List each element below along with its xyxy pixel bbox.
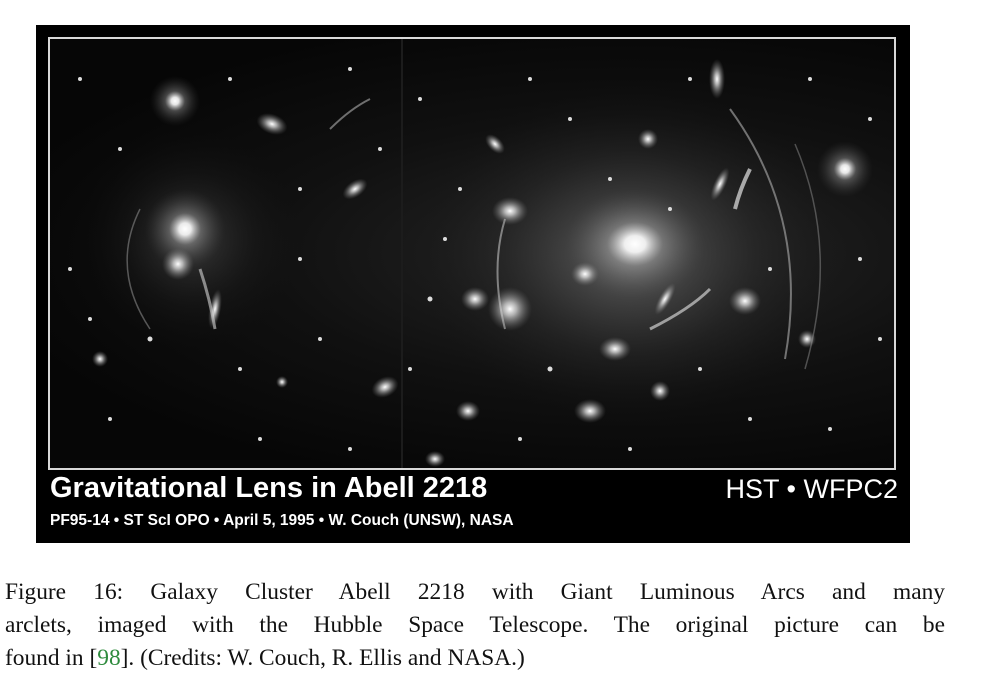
galaxy-field-icon: [68, 39, 882, 468]
caption-line-2: arclets, imaged with the Hubble Space Te…: [5, 612, 945, 638]
galaxy-cluster-image: [48, 37, 896, 470]
image-credit-line: PF95-14 • ST ScI OPO • April 5, 1995 • W…: [50, 512, 514, 529]
caption-line-3: found in [98]. (Credits: W. Couch, R. El…: [5, 642, 945, 675]
figure-caption: Figure 16: Galaxy Cluster Abell 2218 wit…: [5, 576, 945, 675]
caption-line-3-post: ]. (Credits: W. Couch, R. Ellis and NASA…: [120, 645, 525, 671]
figure-plate: Gravitational Lens in Abell 2218 HST • W…: [36, 25, 910, 543]
citation-link[interactable]: 98: [97, 645, 121, 671]
caption-line-3-pre: found in [: [5, 645, 98, 671]
image-title: Gravitational Lens in Abell 2218: [50, 472, 488, 504]
caption-line-1: Figure 16: Galaxy Cluster Abell 2218 wit…: [5, 579, 945, 605]
image-instrument-label: HST • WFPC2: [725, 474, 898, 504]
